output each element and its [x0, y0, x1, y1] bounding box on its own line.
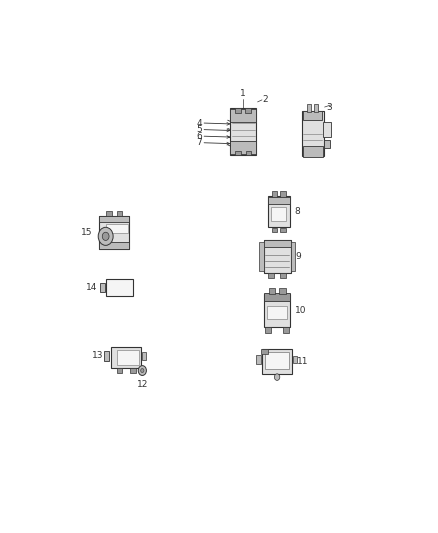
Text: 7: 7 [197, 138, 202, 147]
Bar [245, 108, 251, 112]
Text: 1: 1 [240, 89, 246, 98]
Bar [106, 279, 133, 296]
Bar [280, 191, 286, 197]
Bar [230, 141, 256, 155]
Bar [235, 151, 241, 155]
Bar [268, 288, 275, 294]
Bar [117, 211, 122, 216]
Bar [261, 349, 268, 354]
Bar [117, 368, 122, 374]
Circle shape [102, 232, 109, 240]
Bar [272, 228, 277, 232]
Text: 4: 4 [197, 118, 202, 127]
Bar [291, 243, 295, 271]
Bar [302, 111, 324, 156]
Bar [259, 243, 264, 271]
Text: 14: 14 [86, 283, 97, 292]
Bar [262, 349, 292, 374]
Text: 2: 2 [263, 94, 268, 103]
Bar [268, 197, 290, 204]
Bar [279, 288, 286, 294]
Circle shape [274, 374, 280, 381]
Bar [304, 111, 322, 120]
Bar [265, 293, 290, 301]
Bar [99, 283, 105, 292]
Bar [303, 146, 323, 157]
Bar [104, 351, 110, 361]
Text: 15: 15 [81, 228, 93, 237]
Bar [235, 108, 241, 112]
Bar [117, 350, 139, 365]
Circle shape [141, 368, 144, 373]
Bar [246, 151, 251, 155]
Text: 13: 13 [92, 351, 103, 360]
Bar [323, 123, 331, 137]
Text: 6: 6 [197, 132, 202, 141]
Circle shape [138, 366, 146, 375]
Bar [280, 228, 286, 232]
Text: 9: 9 [295, 252, 301, 261]
Bar [99, 216, 130, 222]
Bar [230, 109, 256, 122]
Bar [106, 224, 128, 232]
Bar [265, 294, 290, 327]
Bar [99, 216, 130, 248]
Bar [272, 191, 277, 197]
Bar [142, 352, 146, 360]
Text: 11: 11 [297, 357, 309, 366]
Bar [130, 368, 135, 374]
Bar [268, 196, 290, 227]
Bar [280, 273, 286, 278]
Bar [256, 355, 261, 364]
Bar [264, 240, 291, 273]
Bar [283, 327, 290, 333]
Bar [265, 327, 271, 333]
Text: 8: 8 [295, 207, 300, 216]
Bar [293, 356, 297, 363]
Bar [268, 273, 274, 278]
Bar [99, 242, 130, 248]
Text: 10: 10 [295, 306, 306, 314]
Bar [307, 104, 311, 111]
Bar [230, 108, 256, 155]
Bar [268, 306, 287, 319]
Text: 3: 3 [326, 102, 332, 111]
Bar [271, 207, 286, 221]
Text: 12: 12 [137, 381, 148, 390]
Circle shape [98, 227, 113, 245]
Bar [106, 211, 112, 216]
Bar [314, 104, 318, 111]
Bar [265, 352, 289, 369]
Bar [324, 140, 330, 148]
Bar [264, 240, 291, 247]
Text: 5: 5 [197, 125, 202, 134]
Bar [111, 347, 141, 368]
